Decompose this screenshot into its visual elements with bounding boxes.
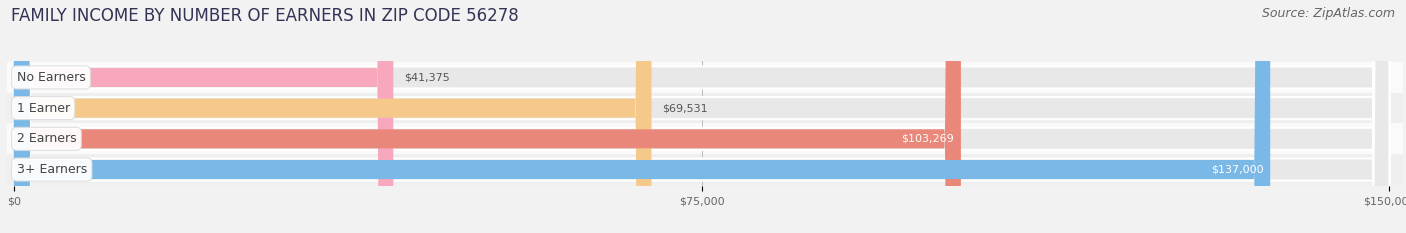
Text: 2 Earners: 2 Earners — [17, 132, 76, 145]
Text: $69,531: $69,531 — [662, 103, 709, 113]
FancyBboxPatch shape — [14, 0, 1270, 233]
Bar — [7, 62, 1403, 93]
FancyBboxPatch shape — [14, 0, 1389, 233]
Text: 3+ Earners: 3+ Earners — [17, 163, 87, 176]
FancyBboxPatch shape — [14, 0, 651, 233]
Bar — [7, 154, 1403, 185]
FancyBboxPatch shape — [14, 0, 1389, 233]
Bar — [7, 93, 1403, 123]
Text: No Earners: No Earners — [17, 71, 86, 84]
FancyBboxPatch shape — [14, 0, 394, 233]
Text: $137,000: $137,000 — [1211, 164, 1264, 175]
FancyBboxPatch shape — [14, 0, 1389, 233]
Text: Source: ZipAtlas.com: Source: ZipAtlas.com — [1261, 7, 1395, 20]
FancyBboxPatch shape — [14, 0, 1389, 233]
Text: FAMILY INCOME BY NUMBER OF EARNERS IN ZIP CODE 56278: FAMILY INCOME BY NUMBER OF EARNERS IN ZI… — [11, 7, 519, 25]
Bar — [7, 123, 1403, 154]
Text: 1 Earner: 1 Earner — [17, 102, 70, 115]
Text: $103,269: $103,269 — [901, 134, 955, 144]
Text: $41,375: $41,375 — [405, 72, 450, 82]
FancyBboxPatch shape — [14, 0, 960, 233]
